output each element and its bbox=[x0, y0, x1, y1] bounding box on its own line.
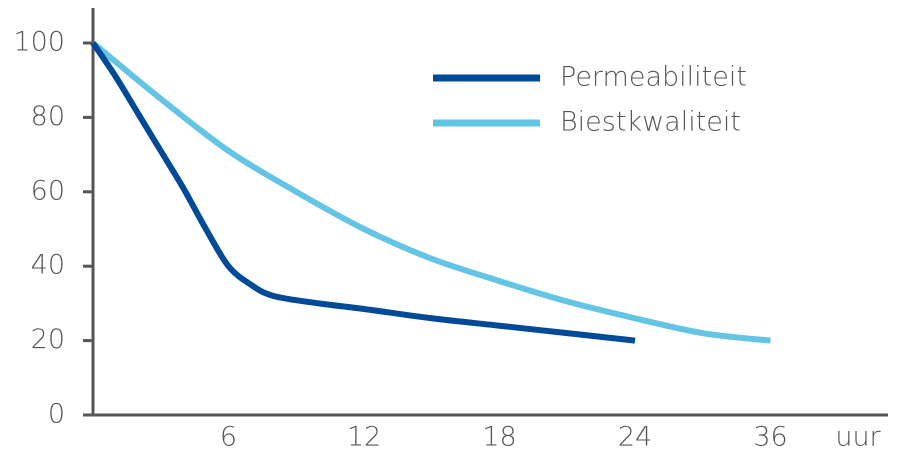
line-series bbox=[90, 41, 636, 344]
legend-label: Permeabiliteit bbox=[560, 62, 747, 93]
x-tick-label: 24 bbox=[618, 422, 652, 453]
x-tick-label: 36 bbox=[753, 422, 787, 453]
y-tick-label: 60 bbox=[31, 175, 65, 206]
line-series bbox=[91, 40, 771, 344]
legend-label: Biestkwaliteit bbox=[560, 107, 741, 138]
x-tick-label: 6 bbox=[220, 422, 237, 453]
y-tick-label: 0 bbox=[48, 399, 65, 430]
y-tick-label: 40 bbox=[31, 250, 65, 281]
y-tick-label: 20 bbox=[31, 324, 65, 355]
x-axis-label: uur bbox=[835, 422, 881, 453]
y-tick-label: 100 bbox=[13, 27, 65, 58]
y-tick-label: 80 bbox=[31, 101, 65, 132]
x-tick-label: 18 bbox=[482, 422, 516, 453]
x-tick-label: 12 bbox=[347, 422, 381, 453]
